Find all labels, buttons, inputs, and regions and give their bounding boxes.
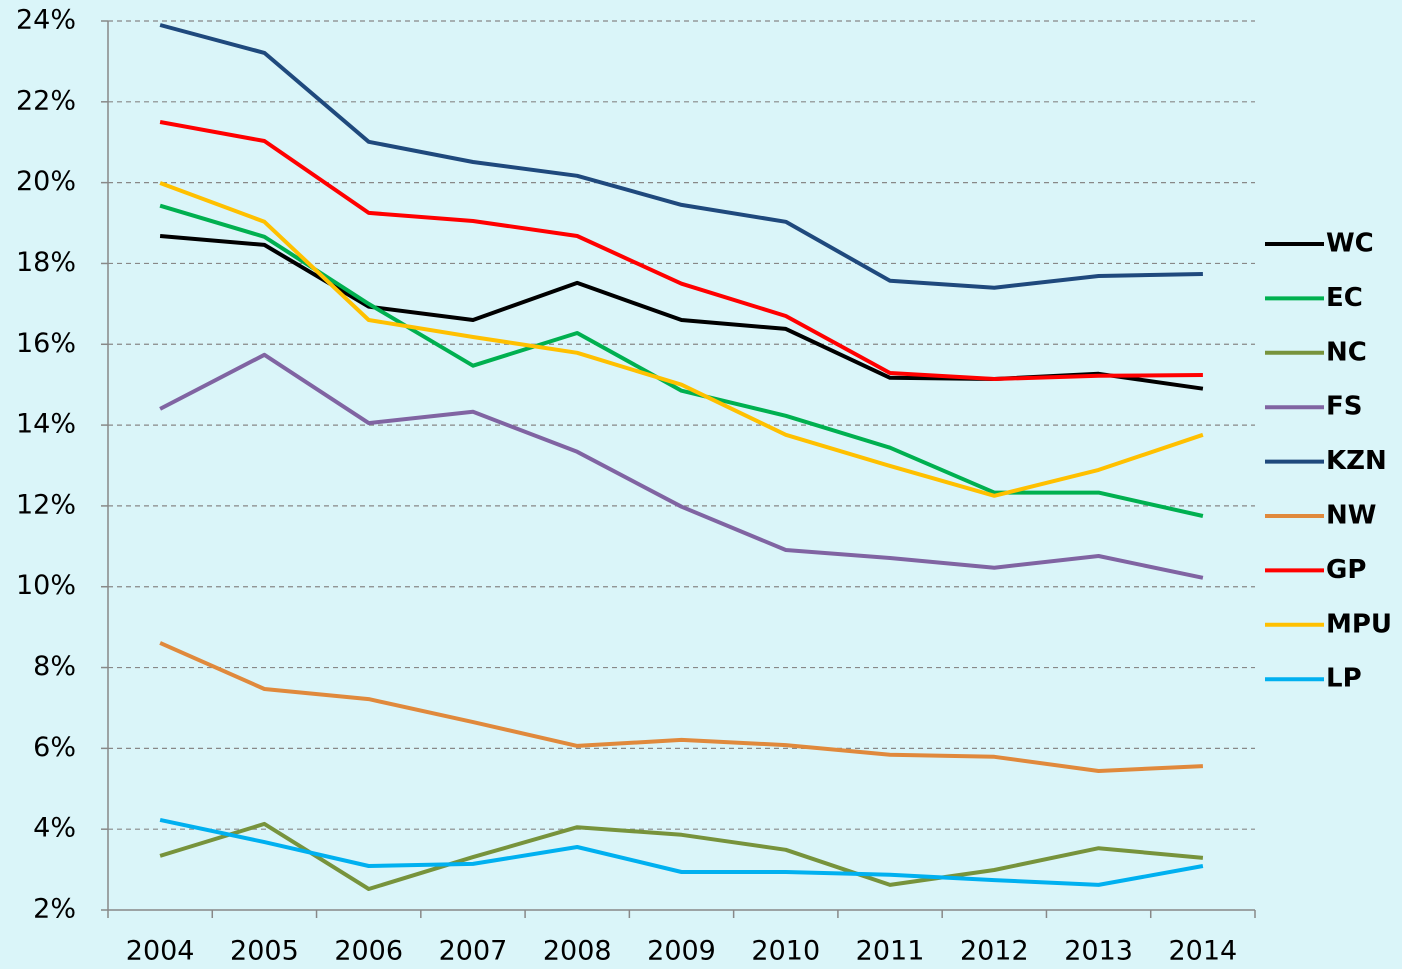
legend-label: WC	[1326, 229, 1374, 259]
y-tick-label: 4%	[33, 813, 76, 844]
y-tick-label: 2%	[33, 894, 76, 925]
series-line	[159, 352, 1204, 580]
legend-label: KZN	[1326, 446, 1387, 476]
x-tick-label: 2005	[230, 936, 299, 967]
x-tick-label: 2013	[1064, 936, 1133, 967]
x-tick-label: 2007	[439, 936, 508, 967]
y-tick-label: 16%	[16, 328, 76, 359]
y-tick-label: 6%	[33, 732, 76, 763]
legend-label: FS	[1326, 392, 1363, 422]
x-tick-label: 2010	[751, 936, 820, 967]
y-tick-label: 14%	[16, 409, 76, 440]
x-tick-label: 2004	[126, 936, 195, 967]
series-line	[159, 120, 1203, 381]
legend-label: GP	[1326, 555, 1366, 585]
legend-label: NW	[1326, 501, 1376, 531]
series-line	[159, 821, 1204, 891]
x-tick-label: 2006	[334, 936, 403, 967]
series-line	[159, 817, 1204, 887]
legend-label: NC	[1326, 337, 1367, 367]
x-tick-label: 2012	[960, 936, 1029, 967]
y-tick-label: 12%	[16, 489, 76, 520]
legend-label: MPU	[1326, 609, 1392, 639]
y-tick-label: 24%	[16, 5, 76, 36]
series-line	[159, 641, 1203, 773]
y-tick-label: 18%	[16, 247, 76, 278]
x-tick-label: 2009	[647, 936, 716, 967]
series-line	[159, 203, 1204, 518]
series-line	[159, 181, 1204, 498]
x-tick-label: 2014	[1169, 936, 1238, 967]
y-tick-label: 10%	[16, 570, 76, 601]
legend-label: EC	[1326, 283, 1363, 313]
y-tick-label: 20%	[16, 166, 76, 197]
y-tick-label: 8%	[33, 651, 76, 682]
series-line	[159, 23, 1203, 290]
x-tick-label: 2011	[856, 936, 925, 967]
y-tick-label: 22%	[16, 85, 76, 116]
legend-label: LP	[1326, 664, 1362, 694]
x-tick-label: 2008	[543, 936, 612, 967]
